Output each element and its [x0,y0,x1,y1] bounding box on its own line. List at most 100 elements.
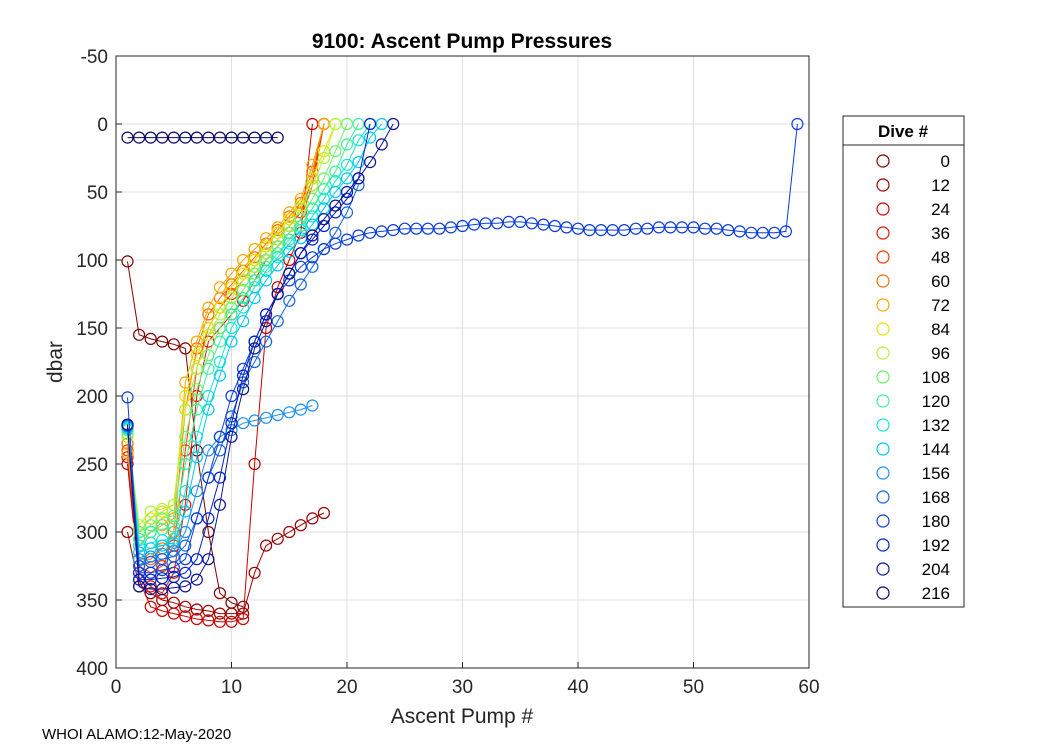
data-point [364,156,377,169]
data-point [317,183,330,196]
data-point [121,418,134,431]
legend-marker [876,226,890,240]
data-point [271,247,284,260]
y-axis: -50 0 50 100 150 200 250 300 350 400 [76,47,122,680]
legend-entry-label: 144 [922,440,950,459]
series-dive-180 [121,117,804,579]
legend-entry-label: 204 [922,560,950,579]
legend-entry-label: 192 [922,536,950,555]
legend-marker [876,346,890,360]
legend-entry-label: 48 [931,248,950,267]
legend-entry-label: 24 [931,200,950,219]
data-point [271,251,284,264]
data-point [329,199,342,212]
legend-marker [876,250,890,264]
y-tick-label: 300 [76,523,108,544]
data-point [190,451,203,464]
data-point [213,471,226,484]
data-point [144,573,157,586]
footer-text: WHOI ALAMO:12-May-2020 [42,726,232,743]
data-point [248,292,261,305]
data-point [121,391,134,404]
data-point [237,315,250,328]
data-point [144,505,157,518]
legend-entry-label: 156 [922,464,950,483]
data-point [283,525,296,539]
legend-marker [876,466,890,480]
series-dive-204 [121,117,400,596]
data-point [271,224,284,237]
data-point [317,506,330,520]
data-point [317,151,330,165]
data-point [537,218,550,231]
y-tick-label: -50 [81,47,108,68]
data-point [167,607,180,620]
data-point [225,267,238,280]
x-tick-label: 60 [798,677,819,698]
legend-marker [876,298,890,312]
data-point [237,612,250,626]
data-point [202,553,215,566]
data-point [156,335,169,348]
legend-marker [876,490,890,504]
data-point [340,233,354,246]
data-point [167,536,180,550]
legend-entry-label: 132 [922,416,950,435]
data-point [375,138,388,151]
data-point [260,315,273,328]
y-tick-label: 250 [76,455,108,476]
data-point [248,355,261,369]
legend-marker [876,418,890,432]
data-point [514,215,527,228]
legend-entry-label: 36 [931,224,950,243]
data-point [202,328,215,341]
data-point [364,117,377,131]
data-point [202,604,215,618]
series-line [127,185,359,567]
series-layer [121,117,804,628]
data-point [225,292,238,305]
data-point [260,539,273,552]
data-point [237,383,250,396]
data-point [144,332,157,345]
data-point [294,519,307,532]
series-dive-72 [121,117,330,552]
data-point [213,301,226,314]
data-point [283,233,296,246]
data-point [618,224,631,237]
data-point [294,199,307,212]
data-point [294,224,307,237]
data-point [202,362,215,375]
data-point [248,457,261,471]
series-dive-132 [121,117,377,552]
data-point [213,281,226,294]
data-point [144,542,157,555]
data-point [329,237,342,250]
data-point [364,226,377,239]
legend-marker [876,586,890,600]
data-point [237,369,250,382]
data-point [213,131,226,144]
data-point [306,399,319,412]
legend: Dive # 0 12 24 36 48 60 72 84 96 108 120 132 144 156 1… [842,115,965,608]
legend-entry-label: 96 [931,344,950,363]
x-tick-label: 50 [683,677,704,698]
data-point [144,519,157,532]
series-dive-48 [121,117,330,579]
data-point [306,260,319,273]
data-point [248,566,261,579]
data-point [225,389,238,403]
data-point [375,225,388,238]
legend-marker [876,394,890,408]
legend-entry-label: 120 [922,392,950,411]
legend-marker [876,538,890,552]
data-point [433,222,446,235]
data-point [213,615,226,628]
data-point [202,512,215,525]
data-point [756,226,769,239]
x-tick-label: 0 [111,677,122,698]
x-tick-label: 10 [221,677,242,698]
data-point [260,232,273,245]
data-point [491,217,504,230]
data-point [179,376,192,389]
